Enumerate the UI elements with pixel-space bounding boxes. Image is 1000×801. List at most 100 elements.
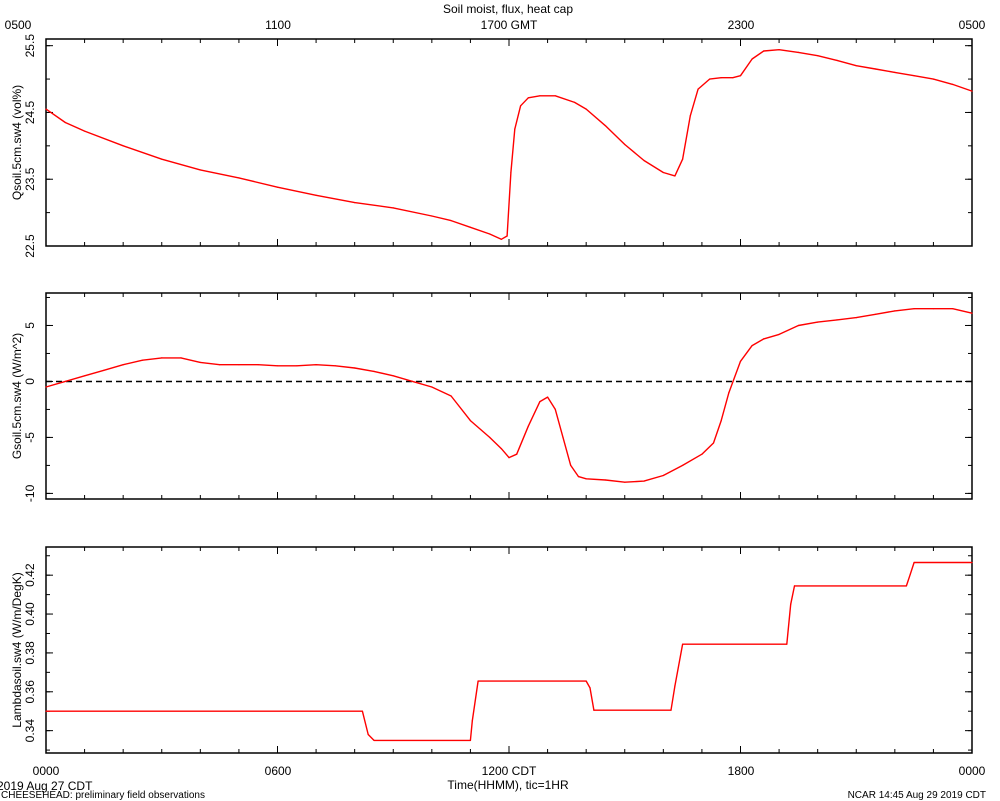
data-point [728, 392, 730, 394]
data-point [45, 710, 47, 712]
data-point [161, 357, 163, 359]
data-point [894, 310, 896, 312]
bottom-tick-label: 0000 [33, 764, 60, 778]
data-point [682, 464, 684, 466]
y-axis-title: Gsoil.5cm.sw4 (W/m^2) [10, 333, 24, 459]
data-point [874, 313, 877, 315]
data-point [909, 573, 911, 575]
data-point [64, 380, 66, 382]
data-point [577, 476, 580, 478]
data-point [971, 312, 973, 314]
data-point [751, 345, 753, 347]
data-point [471, 720, 473, 722]
data-point [527, 425, 529, 427]
footer-project: CHEESEHEAD: preliminary field observatio… [1, 790, 205, 801]
data-point [354, 367, 356, 369]
data-point [450, 395, 452, 397]
data-point [662, 474, 664, 477]
data-point [732, 77, 734, 79]
data-point [373, 370, 375, 372]
data-point [554, 95, 556, 97]
data-point [547, 396, 549, 398]
data-point [411, 380, 414, 382]
data-point [589, 687, 591, 689]
data-point [689, 115, 691, 117]
data-point [739, 360, 742, 362]
data-point [855, 65, 857, 67]
data-point [971, 90, 973, 92]
data-point [836, 59, 838, 62]
data-point [894, 71, 896, 73]
plot-frame [45, 292, 973, 500]
y-tick-label: -10 [23, 484, 37, 502]
y-tick-label: 22.5 [23, 234, 37, 258]
data-point [141, 359, 144, 361]
data-point [508, 457, 510, 459]
y-axis-title: Lambdasoil.sw4 (W/m/DegK) [10, 572, 24, 727]
data-point [662, 171, 664, 174]
top-tick-label: 1100 [265, 18, 291, 32]
data-point [489, 233, 491, 235]
data-point [817, 321, 819, 323]
data-point [604, 125, 607, 127]
data-point [489, 436, 491, 438]
data-point [527, 97, 529, 99]
data-point [180, 357, 182, 359]
data-point [643, 159, 645, 162]
data-point [790, 603, 792, 605]
bottom-tick-label: 0000 [959, 764, 986, 778]
x-axis-title: Time(HHMM), tic=1HR [447, 778, 569, 792]
y-tick-label: -5 [23, 432, 37, 443]
top-tick-label: 0500 [5, 18, 32, 32]
y-tick-label: 0.38 [23, 641, 37, 665]
plot-frame [45, 546, 973, 754]
footer-date: 2019 Aug 27 CDT [0, 779, 93, 793]
data-point [431, 215, 433, 217]
data-point [797, 324, 800, 327]
data-point [219, 364, 221, 366]
data-point [554, 408, 556, 410]
data-point [45, 386, 47, 388]
data-point [122, 145, 124, 147]
data-point [905, 585, 908, 587]
data-point [315, 364, 317, 366]
data-point [238, 177, 240, 179]
data-point [720, 420, 722, 422]
data-point [367, 733, 369, 736]
data-point [500, 448, 502, 450]
data-point [161, 158, 163, 160]
data-point [739, 75, 742, 77]
data-point [510, 171, 512, 174]
series-line [45, 49, 973, 241]
data-point [720, 77, 722, 79]
data-point [520, 105, 522, 107]
data-point [562, 436, 564, 438]
data-point [797, 51, 800, 54]
footer-stamp: NCAR 14:45 Aug 29 2019 CDT [847, 790, 986, 801]
data-point [296, 365, 298, 367]
y-tick-label: 0.40 [23, 602, 37, 626]
data-point [570, 464, 572, 466]
data-point [585, 478, 587, 480]
data-point [952, 308, 954, 310]
bottom-tick-label: 1800 [728, 764, 755, 778]
data-point [469, 739, 471, 742]
data-point [539, 95, 541, 97]
data-point [334, 365, 336, 367]
data-point [585, 108, 587, 110]
data-point [751, 58, 753, 60]
data-point [624, 143, 626, 146]
data-point [604, 479, 607, 481]
data-point [836, 319, 838, 321]
data-point [585, 680, 587, 682]
data-point [450, 220, 452, 222]
data-point [361, 710, 363, 712]
data-point [952, 83, 954, 85]
y-tick-label: 24.5 [23, 100, 37, 124]
data-point [469, 420, 471, 422]
data-point [874, 68, 877, 70]
data-point [913, 561, 915, 564]
data-point [199, 361, 201, 363]
data-point [786, 643, 788, 645]
data-point [674, 175, 676, 177]
